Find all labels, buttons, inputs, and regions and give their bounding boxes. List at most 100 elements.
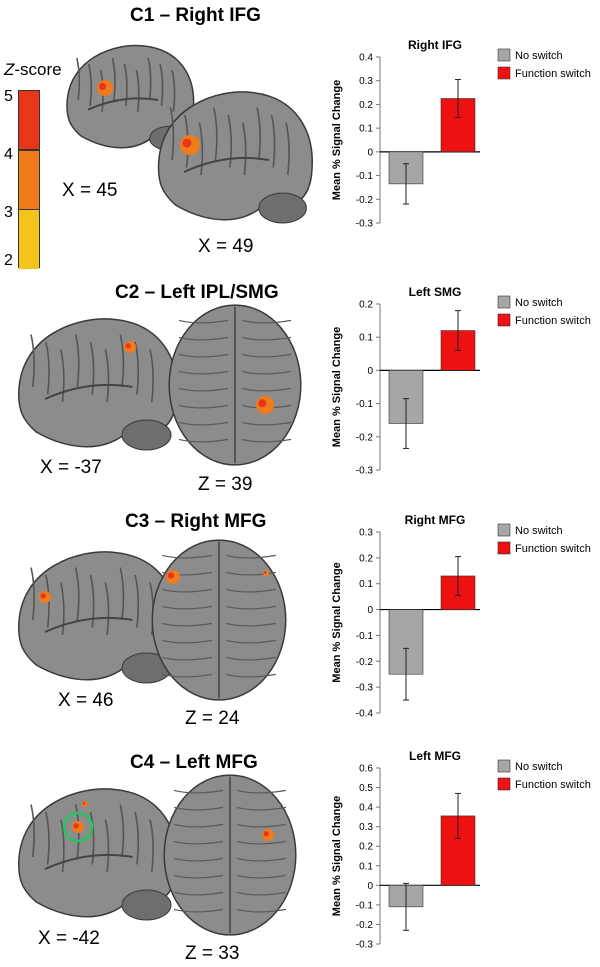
legend-swatch bbox=[497, 48, 511, 62]
legend-label: No switch bbox=[515, 50, 563, 62]
brain-axial-slice bbox=[151, 539, 287, 701]
colorbar-title: Z-score bbox=[4, 60, 62, 79]
brain-sagittal-slice bbox=[17, 788, 178, 921]
y-tick-label: -0.2 bbox=[356, 432, 374, 443]
bar-chart-left-mfg: Left MFG Mean % Signal Change 0.6 0.5 0.4 0.3… bbox=[331, 749, 591, 951]
brain-shape bbox=[157, 91, 313, 224]
y-axis-label: Mean % Signal Change bbox=[331, 796, 343, 916]
y-tick-label: 0.6 bbox=[359, 764, 373, 775]
slice-coordinate-label: Z = 33 bbox=[185, 943, 240, 964]
brain-shape bbox=[163, 774, 297, 936]
y-tick-label: 0.2 bbox=[359, 100, 373, 111]
legend-swatch bbox=[497, 313, 511, 327]
panel-title-c1: C1 – Right IFG bbox=[130, 5, 261, 26]
activation-peak bbox=[99, 82, 107, 90]
y-axis-label: Mean % Signal Change bbox=[331, 327, 343, 447]
legend-label: Function switch bbox=[515, 68, 591, 80]
y-tick-label: -0.2 bbox=[356, 657, 374, 668]
brain-shape bbox=[66, 44, 195, 151]
brain-sagittal-slice bbox=[157, 91, 313, 224]
y-tick-label: -0.1 bbox=[356, 171, 374, 182]
y-tick-label: -0.1 bbox=[356, 631, 374, 642]
colorbar-tick-label: 5 bbox=[4, 88, 13, 105]
bar-chart-right-mfg: Right MFG Mean % Signal Change 0.3 0.2 0.1 0 -… bbox=[331, 513, 591, 720]
roi-highlight-circle bbox=[62, 811, 94, 843]
activation-peak bbox=[263, 831, 269, 837]
y-tick-label: 0.4 bbox=[359, 803, 373, 814]
z-score-colorbar bbox=[18, 90, 40, 269]
y-tick-label: -0.2 bbox=[356, 195, 374, 206]
slice-coordinate-label: X = -42 bbox=[38, 928, 100, 949]
activation-peak bbox=[167, 572, 175, 579]
y-tick-label: 0.1 bbox=[359, 333, 373, 344]
activation-peak bbox=[263, 571, 267, 574]
activation-peak bbox=[258, 399, 267, 408]
panel-title-c4: C4 – Left MFG bbox=[130, 752, 258, 773]
legend-label: Function switch bbox=[515, 779, 591, 791]
y-axis-label: Mean % Signal Change bbox=[331, 562, 343, 682]
y-tick-label: 0.3 bbox=[359, 76, 373, 87]
legend-label: No switch bbox=[515, 525, 563, 537]
legend-label: Function switch bbox=[515, 543, 591, 555]
chart-title: Right IFG bbox=[408, 38, 462, 52]
brain-shape bbox=[168, 304, 302, 466]
legend-swatch bbox=[497, 523, 511, 537]
legend-swatch bbox=[497, 66, 511, 80]
y-tick-label: 0.1 bbox=[359, 861, 373, 872]
y-tick-label: 0.4 bbox=[359, 53, 373, 64]
y-tick-label: -0.1 bbox=[356, 399, 374, 410]
colorbar-divider bbox=[19, 208, 39, 211]
y-tick-label: 0.1 bbox=[359, 124, 373, 135]
chart-title: Right MFG bbox=[405, 513, 466, 527]
y-tick-label: 0 bbox=[367, 605, 373, 616]
brain-axial-slice bbox=[168, 304, 302, 466]
colorbar-tick-label: 3 bbox=[4, 204, 13, 221]
y-tick-label: 0 bbox=[367, 366, 373, 377]
bar-chart-left-smg: Left SMG Mean % Signal Change 0.2 0.1 0 -0.1 -… bbox=[331, 285, 591, 477]
y-tick-label: 0.2 bbox=[359, 553, 373, 564]
brain-shape bbox=[17, 318, 178, 451]
activation-peak bbox=[182, 138, 192, 148]
brain-shape bbox=[17, 788, 178, 921]
legend-swatch bbox=[497, 541, 511, 555]
y-tick-label: 0.2 bbox=[359, 842, 373, 853]
y-tick-label: 0.1 bbox=[359, 579, 373, 590]
legend-swatch bbox=[497, 295, 511, 309]
activation-peak bbox=[40, 593, 46, 599]
chart-title: Left MFG bbox=[409, 749, 461, 763]
legend-label: No switch bbox=[515, 761, 563, 773]
y-tick-label: -0.2 bbox=[356, 920, 374, 931]
panel-title-c2: C2 – Left IPL/SMG bbox=[115, 282, 279, 303]
brain-sagittal-slice bbox=[66, 44, 195, 151]
colorbar-segment bbox=[19, 209, 39, 269]
colorbar-tick-label: 2 bbox=[4, 252, 13, 269]
y-tick-label: 0.3 bbox=[359, 822, 373, 833]
y-tick-label: 0.2 bbox=[359, 300, 373, 311]
activation-peak bbox=[82, 802, 86, 805]
y-tick-label: -0.3 bbox=[356, 683, 374, 694]
slice-coordinate-label: X = 45 bbox=[62, 180, 118, 201]
y-tick-label: 0 bbox=[367, 881, 373, 892]
brain-shape bbox=[151, 539, 287, 701]
slice-coordinate-label: X = -37 bbox=[40, 457, 102, 478]
slice-coordinate-label: Z = 24 bbox=[185, 708, 240, 729]
y-tick-label: 0.5 bbox=[359, 783, 373, 794]
bar-chart-right-ifg: Right IFG Mean % Signal Change 0.4 0.3 0.2 0.… bbox=[331, 38, 591, 230]
y-tick-label: -0.3 bbox=[356, 219, 374, 230]
y-tick-label: -0.1 bbox=[356, 900, 374, 911]
panel-title-c3: C3 – Right MFG bbox=[125, 511, 267, 532]
legend-label: Function switch bbox=[515, 315, 591, 327]
y-tick-label: 0.3 bbox=[359, 528, 373, 539]
legend-swatch bbox=[497, 759, 511, 773]
y-tick-label: 0 bbox=[367, 147, 373, 158]
y-tick-label: -0.3 bbox=[356, 466, 374, 477]
y-axis-label: Mean % Signal Change bbox=[331, 80, 343, 200]
slice-coordinate-label: X = 46 bbox=[58, 690, 114, 711]
y-tick-label: -0.4 bbox=[356, 709, 374, 720]
legend-label: No switch bbox=[515, 297, 563, 309]
slice-coordinate-label: X = 49 bbox=[198, 236, 254, 257]
activation-peak bbox=[73, 823, 79, 829]
colorbar-segment bbox=[19, 150, 39, 210]
brain-sagittal-slice bbox=[17, 318, 178, 451]
colorbar-tick-label: 4 bbox=[4, 146, 13, 163]
